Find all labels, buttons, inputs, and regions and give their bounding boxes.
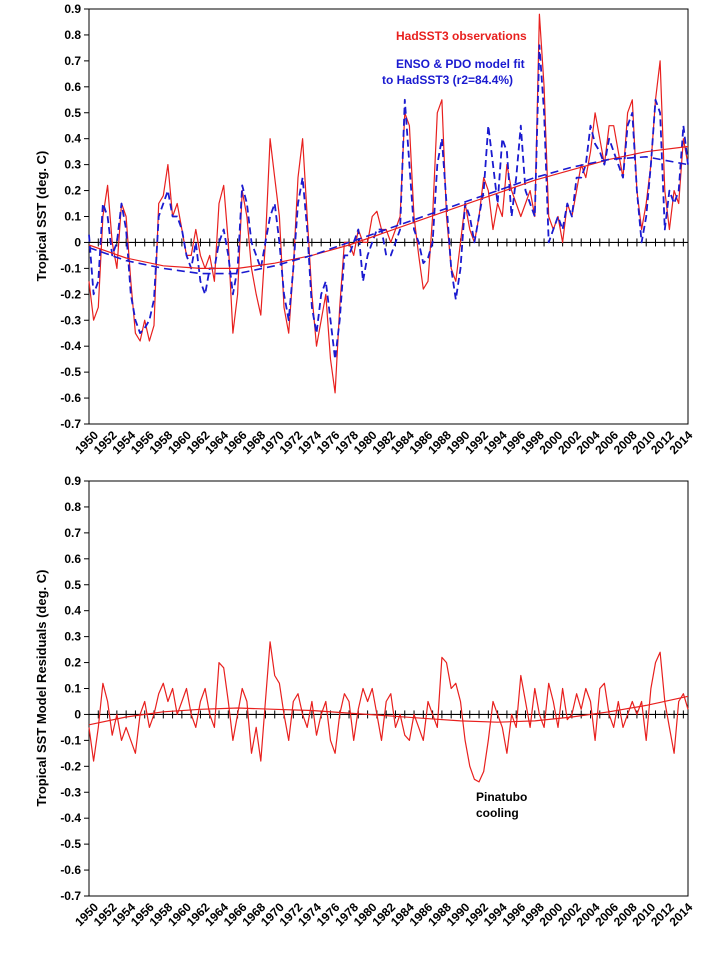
y-tick-label: -0.1 xyxy=(60,261,81,275)
y-tick-label: -0.6 xyxy=(60,391,81,405)
y-tick-label: 0.9 xyxy=(64,2,81,16)
y-tick-label: 0.6 xyxy=(64,552,81,566)
annotation-cooling: cooling xyxy=(476,806,519,820)
plot-area xyxy=(88,8,689,425)
y-tick-label: 0 xyxy=(74,235,81,249)
series-line-1 xyxy=(88,44,689,361)
y-tick-label: 0.2 xyxy=(64,184,81,198)
y-tick-label: 0.6 xyxy=(64,80,81,94)
series-group xyxy=(88,641,689,783)
annotation-pinatubo: Pinatubo xyxy=(476,790,527,804)
annotation-model-fit-2: to HadSST3 (r2=84.4%) xyxy=(382,73,513,87)
y-tick-label: 0.7 xyxy=(64,526,81,540)
y-axis-ticks: 0.9 0.8 0.7 0.6 0.5 0.4 0.3 0.2 0.1 0 -0.1 -0.2 -0.3… xyxy=(60,474,89,903)
y-axis-title: Tropical SST Model Residuals (deg. C) xyxy=(34,570,49,807)
y-tick-label: 0.7 xyxy=(64,54,81,68)
y-tick-label: 0.1 xyxy=(64,682,81,696)
annotation-model-fit-1: ENSO & PDO model fit xyxy=(396,57,525,71)
zero-axis xyxy=(88,238,688,247)
tropical-sst-chart: 0.9 0.8 0.7 0.6 0.5 0.4 0.3 0.2 0.1 0 -0.1 -0.2 -0.3… xyxy=(34,2,696,457)
y-tick-label: 0.4 xyxy=(64,604,81,618)
y-tick-label: -0.3 xyxy=(60,785,81,799)
y-tick-label: -0.5 xyxy=(60,365,81,379)
annotation-hadsst3: HadSST3 observations xyxy=(396,29,527,43)
y-tick-label: 0.1 xyxy=(64,210,81,224)
y-tick-label: 0.8 xyxy=(64,500,81,514)
y-tick-label: -0.3 xyxy=(60,313,81,327)
y-tick-label: -0.6 xyxy=(60,863,81,877)
y-tick-label: -0.5 xyxy=(60,837,81,851)
y-tick-label: 0.4 xyxy=(64,132,81,146)
y-axis-ticks: 0.9 0.8 0.7 0.6 0.5 0.4 0.3 0.2 0.1 0 -0.1 -0.2 -0.3… xyxy=(60,2,89,431)
series-line-2 xyxy=(88,145,689,269)
y-tick-label: 0.3 xyxy=(64,630,81,644)
y-tick-label: 0.9 xyxy=(64,474,81,488)
x-axis-ticks: 1950195219541956195819601962196419661968… xyxy=(72,900,695,929)
y-tick-label: -0.7 xyxy=(60,889,81,903)
plot-area xyxy=(88,480,689,897)
y-tick-label: 0.2 xyxy=(64,656,81,670)
y-tick-label: -0.2 xyxy=(60,287,81,301)
y-tick-label: 0.8 xyxy=(64,28,81,42)
y-tick-label: -0.7 xyxy=(60,417,81,431)
y-tick-label: 0.5 xyxy=(64,578,81,592)
y-tick-label: -0.1 xyxy=(60,733,81,747)
residuals-chart: 0.9 0.8 0.7 0.6 0.5 0.4 0.3 0.2 0.1 0 -0.1 -0.2 -0.3… xyxy=(34,474,696,929)
y-tick-label: 0.5 xyxy=(64,106,81,120)
y-tick-label: -0.4 xyxy=(60,339,81,353)
y-tick-label: -0.4 xyxy=(60,811,81,825)
series-line-0 xyxy=(88,641,689,783)
y-tick-label: 0 xyxy=(74,707,81,721)
series-group xyxy=(88,13,689,394)
x-axis-ticks: 1950195219541956195819601962196419661968… xyxy=(72,428,695,457)
y-axis-title: Tropical SST (deg. C) xyxy=(34,151,49,282)
series-line-1 xyxy=(88,695,689,726)
y-tick-label: -0.2 xyxy=(60,759,81,773)
y-tick-label: 0.3 xyxy=(64,158,81,172)
